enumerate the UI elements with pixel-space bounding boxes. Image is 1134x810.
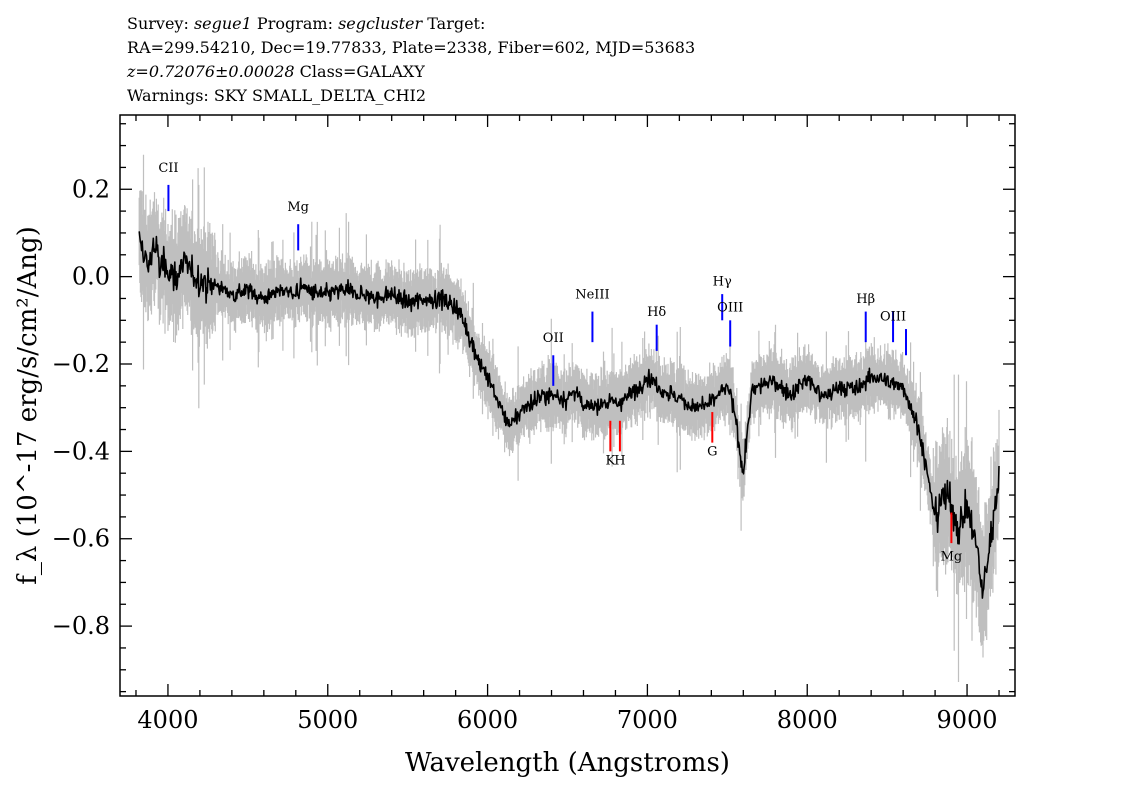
y-tick-label: −0.8 <box>52 612 110 640</box>
spectral-line-label: CII <box>158 161 178 176</box>
redshift: z=0.72076±0.00028 <box>127 62 295 81</box>
x-tick-label: 4000 <box>137 706 198 734</box>
y-tick-label: 0.0 <box>72 263 110 291</box>
x-tick-label: 9000 <box>937 706 998 734</box>
y-axis-label: f_λ (10^-17 erg/s/cm²/Ang) <box>13 226 43 585</box>
x-tick-label: 7000 <box>617 706 678 734</box>
spectral-line-label: NeIII <box>575 287 609 302</box>
header-line-1: Survey: segue1 Program: segcluster Targe… <box>127 16 485 32</box>
y-tick-label: 0.2 <box>72 175 110 203</box>
x-tick-label: 8000 <box>777 706 838 734</box>
y-tick-label: −0.2 <box>52 350 110 378</box>
header-line-3: z=0.72076±0.00028 Class=GALAXY <box>127 64 425 80</box>
survey-label: Survey: <box>127 14 189 33</box>
target-label: Target: <box>427 14 486 33</box>
spectral-line-label: Hγ <box>713 274 732 289</box>
error-band <box>138 154 1000 682</box>
spectral-line-label: OII <box>543 331 564 346</box>
spectral-line-label: K <box>605 453 615 468</box>
spectral-line-label: Mg <box>287 200 309 215</box>
spectral-line-label: H <box>614 453 625 468</box>
class-label: Class=GALAXY <box>299 62 425 81</box>
x-axis-label: Wavelength (Angstroms) <box>405 748 730 778</box>
y-tick-label: −0.4 <box>52 437 110 465</box>
program-name: segcluster <box>338 14 423 33</box>
spectral-line-label: Mg <box>941 550 963 565</box>
header-warnings: Warnings: SKY SMALL_DELTA_CHI2 <box>127 86 427 105</box>
spectral-line-label: Hβ <box>856 292 875 307</box>
spectral-line-label: OIII <box>880 309 906 324</box>
flux-series-line <box>138 231 1000 599</box>
spectral-line-label: G <box>707 445 717 460</box>
plot-frame <box>119 114 1016 697</box>
x-tick-label: 5000 <box>297 706 358 734</box>
y-tick-label: −0.6 <box>52 525 110 553</box>
spectral-line-label: Hδ <box>647 305 666 320</box>
flux-layer <box>138 231 1000 599</box>
program-label: Program: <box>256 14 333 33</box>
spectral-lines-layer: CII Mg OII NeIII Hδ Hγ OIII Hβ OIII K H G Mg <box>158 161 962 565</box>
survey-name: segue1 <box>193 14 252 33</box>
axes-layer: 4000 5000 6000 7000 8000 9000 0.2 0.0 −0.2 −0.4 −0… <box>52 114 1016 734</box>
x-tick-label: 6000 <box>457 706 518 734</box>
spectral-line-label: OIII <box>717 301 743 316</box>
error-band-layer <box>138 154 1000 682</box>
header-coordinates: RA=299.54210, Dec=19.77833, Plate=2338, … <box>127 38 696 57</box>
